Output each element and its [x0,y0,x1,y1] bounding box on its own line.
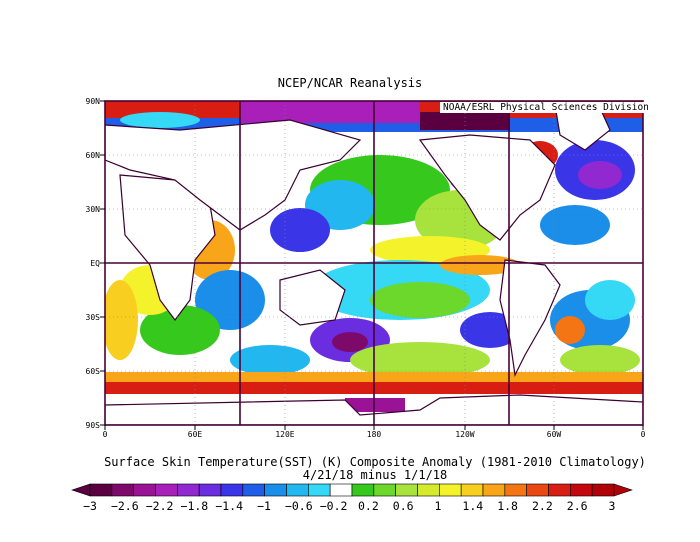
lon-label: 60W [546,430,562,439]
colorbar-label: −2.6 [110,499,139,513]
credit-label: NOAA/ESRL Physical Sciences Division [440,102,652,113]
map-title: NCEP/NCAR Reanalysis [277,76,423,90]
reference-lines [105,101,643,425]
north-america-land [418,134,556,241]
colorbar-label: 1.4 [462,499,484,513]
colorbar-swatch [155,483,178,497]
colorbar-swatch [89,483,113,497]
colorbar-label: 1.8 [497,499,518,513]
colorbar-swatch [329,483,353,497]
colorbar-label: 1 [434,499,442,513]
colorbar-label: −1.4 [215,499,244,513]
colorbar-swatch [439,483,462,497]
colorbar-label: 0.6 [392,499,414,513]
colorbar-high-arrow [613,483,633,497]
colorbar-label: 3 [608,499,616,513]
colorbar-swatch [308,483,331,497]
colorbar-swatch [504,483,527,497]
caption-line-1: Surface Skin Temperature(SST) (K) Compos… [104,455,646,469]
lon-label: 120W [455,430,475,439]
colorbar-label: 0.2 [358,499,379,513]
colorbar-swatch [264,483,287,497]
lat-label: 90N [85,97,100,106]
colorbar-swatch [591,483,615,497]
colorbar-swatch [351,483,375,497]
colorbar-label: 2.2 [532,499,553,513]
colorbar-swatch [111,483,134,497]
colorbar-low-arrow [71,483,91,497]
lon-label: 60E [187,430,203,439]
lon-label: 0 [102,430,108,439]
colorbar-swatch [570,483,593,497]
lat-label: EQ [90,259,100,268]
colorbar-label: −3 [83,499,97,513]
lon-label: 0 [640,430,646,439]
colorbar-label: −0.2 [319,499,348,513]
lat-label: 90S [85,421,100,430]
colorbar-swatch [526,483,549,497]
colorbar-label: −2.2 [145,499,174,513]
colorbar-swatch [373,483,396,497]
colorbar-swatch [460,483,484,497]
colorbar-swatch [417,483,440,497]
colorbar-label: 2.6 [566,499,588,513]
eurasia-land [105,119,362,231]
colorbar-swatch [177,483,200,497]
colorbar-swatch [286,483,309,497]
colorbar-swatch [133,483,156,497]
lat-label: 60S [85,367,100,376]
south-america-land [499,259,561,377]
colorbar-swatch [482,483,506,497]
colorbar-swatch [220,483,244,497]
colorbar-swatch [242,483,265,497]
lon-label: 120E [275,430,295,439]
colorbar-swatch [198,483,222,497]
colorbar-label: −1 [257,499,271,513]
lat-label: 60N [85,151,100,160]
caption-line-2: 4/21/18 minus 1/1/18 [302,468,448,482]
lat-label: 30N [85,205,100,214]
australia-land [279,269,346,326]
lat-label: 30S [85,313,100,322]
colorbar-label: −0.6 [284,499,313,513]
colorbar-swatch [395,483,418,497]
colorbar-swatch [548,483,571,497]
axis-ticks [100,100,644,430]
map-field [105,101,643,425]
colorbar-label: −1.8 [180,499,209,513]
lon-label: 180 [366,430,382,439]
